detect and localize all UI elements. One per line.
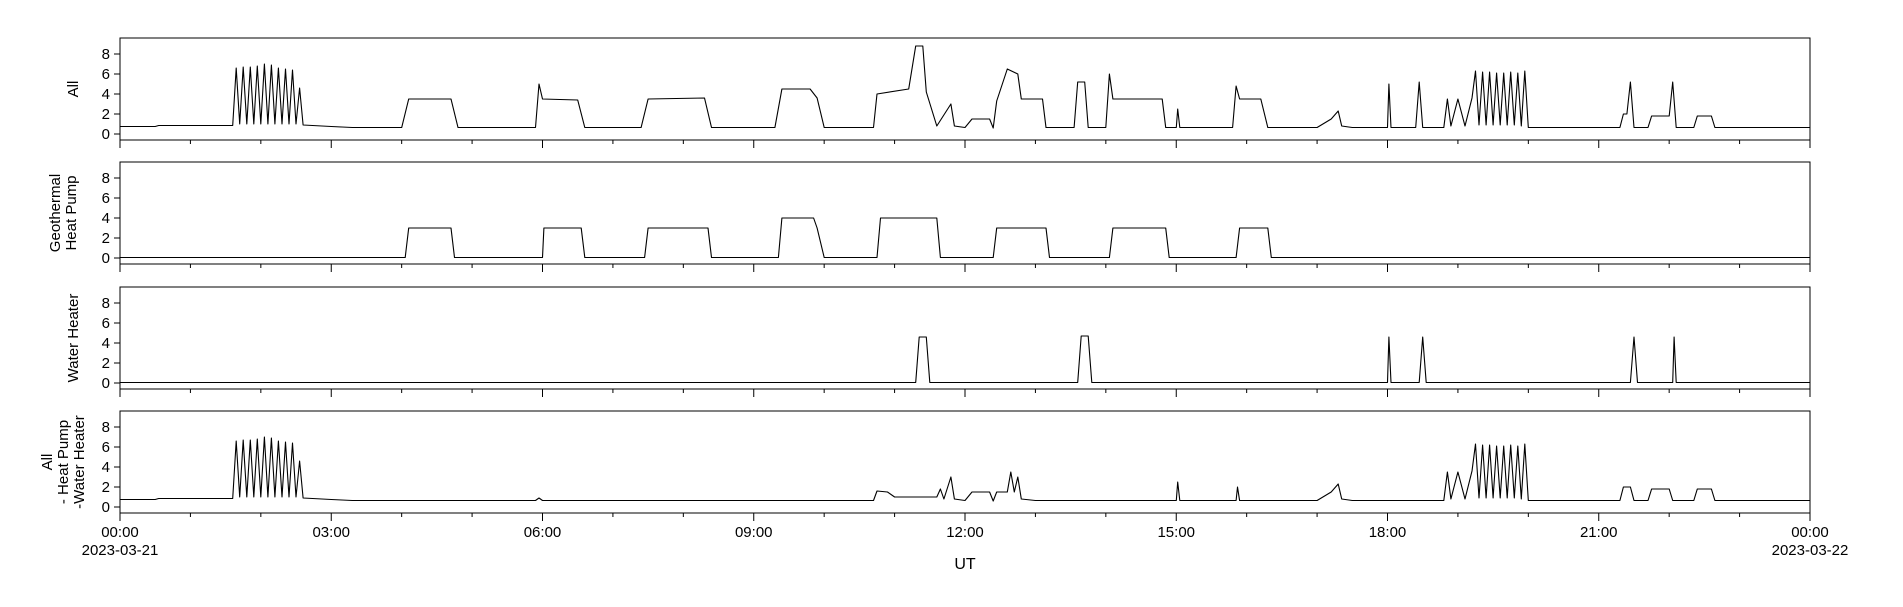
x-tick-label: 12:00 xyxy=(946,524,984,541)
x-tick-label: 03:00 xyxy=(312,524,350,541)
panel-0-label: All xyxy=(65,81,82,98)
panel-3-y-tick-label: 4 xyxy=(102,459,110,476)
panel-3-y-tick-label: 0 xyxy=(102,499,110,516)
panel-3-y-tick-label: 8 xyxy=(102,419,110,436)
panel-0-y-tick-label: 0 xyxy=(102,126,110,143)
panel-1-y-tick-label: 6 xyxy=(102,190,110,207)
panel-0-frame xyxy=(119,37,1811,141)
x-tick-label: 09:00 xyxy=(735,524,773,541)
panel-1-label: Heat Pump xyxy=(63,175,80,250)
panel-0-y-tick-label: 8 xyxy=(102,46,110,63)
x-tick-label: 00:00 xyxy=(101,524,139,541)
panel-2-y-tick-label: 2 xyxy=(102,355,110,372)
panel-3-label: -Water Heater xyxy=(71,415,88,509)
panel-1-y-tick-label: 2 xyxy=(102,230,110,247)
x-axis-label: UT xyxy=(954,556,976,573)
panel-0-y-tick-label: 4 xyxy=(102,86,110,103)
x-tick-label: 21:00 xyxy=(1580,524,1618,541)
panel-1-y-tick-label: 8 xyxy=(102,170,110,187)
x-tick-label: 18:00 xyxy=(1369,524,1407,541)
panel-2-y-tick-label: 4 xyxy=(102,335,110,352)
panel-1-frame xyxy=(119,161,1811,265)
panel-3-y-tick-label: 2 xyxy=(102,479,110,496)
x-end-date: 2023-03-22 xyxy=(1772,542,1849,559)
panel-1-series-line xyxy=(120,217,1810,259)
panel-2-series-line xyxy=(120,335,1810,384)
x-tick-label: 15:00 xyxy=(1157,524,1195,541)
panel-3-y-tick-label: 6 xyxy=(102,439,110,456)
panel-2-frame xyxy=(119,286,1811,390)
panel-2-y-tick-label: 6 xyxy=(102,315,110,332)
panel-1-y-tick-label: 0 xyxy=(102,250,110,267)
x-tick-label: 00:00 xyxy=(1791,524,1829,541)
panel-1-y-tick-label: 4 xyxy=(102,210,110,227)
x-start-date: 2023-03-21 xyxy=(82,542,159,559)
panel-1-label: Geothermal xyxy=(47,174,64,252)
panel-2-y-tick-label: 0 xyxy=(102,375,110,392)
panel-2-y-tick-label: 8 xyxy=(102,295,110,312)
panel-3-frame xyxy=(119,410,1811,514)
panel-0-y-tick-label: 6 xyxy=(102,66,110,83)
panel-3-series-line xyxy=(120,436,1810,502)
panel-3-label: All xyxy=(39,454,56,471)
panel-3-label: - Heat Pump xyxy=(55,420,72,504)
x-tick-label: 06:00 xyxy=(524,524,562,541)
panel-0-y-tick-label: 2 xyxy=(102,106,110,123)
panel-0-series-line xyxy=(120,45,1810,129)
panel-2-label: Water Heater xyxy=(65,294,82,383)
